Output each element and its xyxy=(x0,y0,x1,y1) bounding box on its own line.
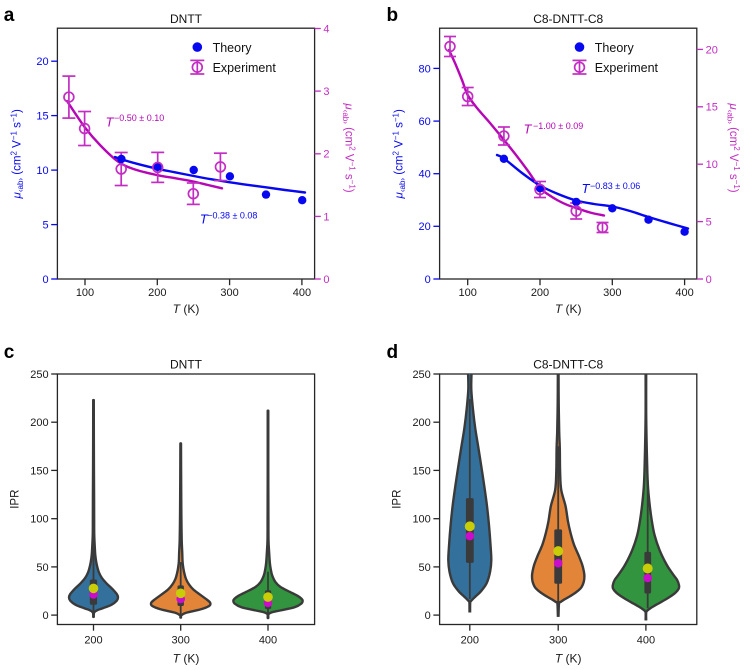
svg-text:300: 300 xyxy=(549,634,567,646)
svg-text:60: 60 xyxy=(419,116,431,128)
svg-text:200: 200 xyxy=(148,287,166,299)
svg-text:200: 200 xyxy=(531,287,549,299)
svg-text:a: a xyxy=(4,5,15,26)
svg-text:50: 50 xyxy=(36,562,48,574)
svg-text:2: 2 xyxy=(323,149,329,161)
svg-text:15: 15 xyxy=(36,111,48,123)
svg-text:200: 200 xyxy=(461,634,479,646)
svg-text:5: 5 xyxy=(706,217,712,229)
svg-text:10: 10 xyxy=(36,165,48,177)
svg-text:100: 100 xyxy=(412,514,430,526)
svg-text:4: 4 xyxy=(323,23,329,35)
svg-text:150: 150 xyxy=(412,465,430,477)
svg-text:C8-DNTT-C8: C8-DNTT-C8 xyxy=(533,12,603,26)
svg-text:20: 20 xyxy=(36,56,48,68)
svg-text:200: 200 xyxy=(30,417,48,429)
svg-text:200: 200 xyxy=(84,634,102,646)
svg-text:150: 150 xyxy=(30,465,48,477)
svg-text:50: 50 xyxy=(419,562,431,574)
svg-text:T (K): T (K) xyxy=(555,302,582,316)
svg-text:μ‹ab› (cm2 V−1 s−1): μ‹ab› (cm2 V−1 s−1) xyxy=(10,109,25,199)
svg-text:−0.83 ± 0.06: −0.83 ± 0.06 xyxy=(590,181,640,191)
svg-text:300: 300 xyxy=(172,634,190,646)
svg-text:100: 100 xyxy=(459,287,477,299)
svg-text:20: 20 xyxy=(419,221,431,233)
svg-text:IPR: IPR xyxy=(391,490,403,509)
svg-text:T: T xyxy=(106,115,115,130)
svg-text:0: 0 xyxy=(42,610,48,622)
svg-text:3: 3 xyxy=(323,86,329,98)
svg-text:5: 5 xyxy=(42,220,48,232)
svg-text:10: 10 xyxy=(706,159,718,171)
svg-text:T (K): T (K) xyxy=(173,302,200,316)
svg-text:250: 250 xyxy=(412,369,430,381)
svg-text:300: 300 xyxy=(603,287,621,299)
svg-text:μ‹ab› (cm2 V−1 s−1): μ‹ab› (cm2 V−1 s−1) xyxy=(725,102,740,192)
svg-text:−0.50 ± 0.10: −0.50 ± 0.10 xyxy=(114,113,164,123)
svg-text:−0.38 ± 0.08: −0.38 ± 0.08 xyxy=(207,210,257,220)
svg-text:0: 0 xyxy=(42,274,48,286)
svg-text:200: 200 xyxy=(412,417,430,429)
svg-text:100: 100 xyxy=(30,514,48,526)
svg-text:T (K): T (K) xyxy=(555,652,582,666)
svg-text:40: 40 xyxy=(419,169,431,181)
svg-text:0: 0 xyxy=(425,610,431,622)
svg-text:400: 400 xyxy=(637,634,655,646)
svg-text:400: 400 xyxy=(259,634,277,646)
svg-text:Experiment: Experiment xyxy=(213,61,277,75)
svg-text:μ‹ab› (cm2 V−1 s−1): μ‹ab› (cm2 V−1 s−1) xyxy=(392,109,407,199)
svg-text:T: T xyxy=(582,181,591,196)
svg-text:T: T xyxy=(200,212,209,227)
svg-text:T: T xyxy=(524,122,533,137)
svg-text:Theory: Theory xyxy=(213,41,253,55)
svg-text:400: 400 xyxy=(675,287,693,299)
svg-text:DNTT: DNTT xyxy=(170,12,203,26)
svg-text:0: 0 xyxy=(323,274,329,286)
svg-text:0: 0 xyxy=(425,274,431,286)
svg-text:100: 100 xyxy=(76,287,94,299)
svg-text:20: 20 xyxy=(706,44,718,56)
svg-text:c: c xyxy=(4,342,15,363)
svg-text:Theory: Theory xyxy=(595,41,635,55)
svg-text:Experiment: Experiment xyxy=(595,61,659,75)
svg-text:b: b xyxy=(387,5,399,26)
svg-text:1: 1 xyxy=(323,211,329,223)
svg-text:IPR: IPR xyxy=(9,490,21,509)
svg-text:250: 250 xyxy=(30,369,48,381)
svg-text:0: 0 xyxy=(706,274,712,286)
svg-text:15: 15 xyxy=(706,102,718,114)
svg-text:DNTT: DNTT xyxy=(170,358,203,372)
svg-text:C8-DNTT-C8: C8-DNTT-C8 xyxy=(533,358,603,372)
svg-text:−1.00 ± 0.09: −1.00 ± 0.09 xyxy=(533,121,583,131)
svg-text:μ‹ab› (cm2 V−1 s−1): μ‹ab› (cm2 V−1 s−1) xyxy=(341,102,356,192)
svg-text:300: 300 xyxy=(220,287,238,299)
svg-text:80: 80 xyxy=(419,63,431,75)
svg-text:400: 400 xyxy=(293,287,311,299)
svg-text:d: d xyxy=(387,342,399,363)
svg-text:T (K): T (K) xyxy=(173,652,200,666)
